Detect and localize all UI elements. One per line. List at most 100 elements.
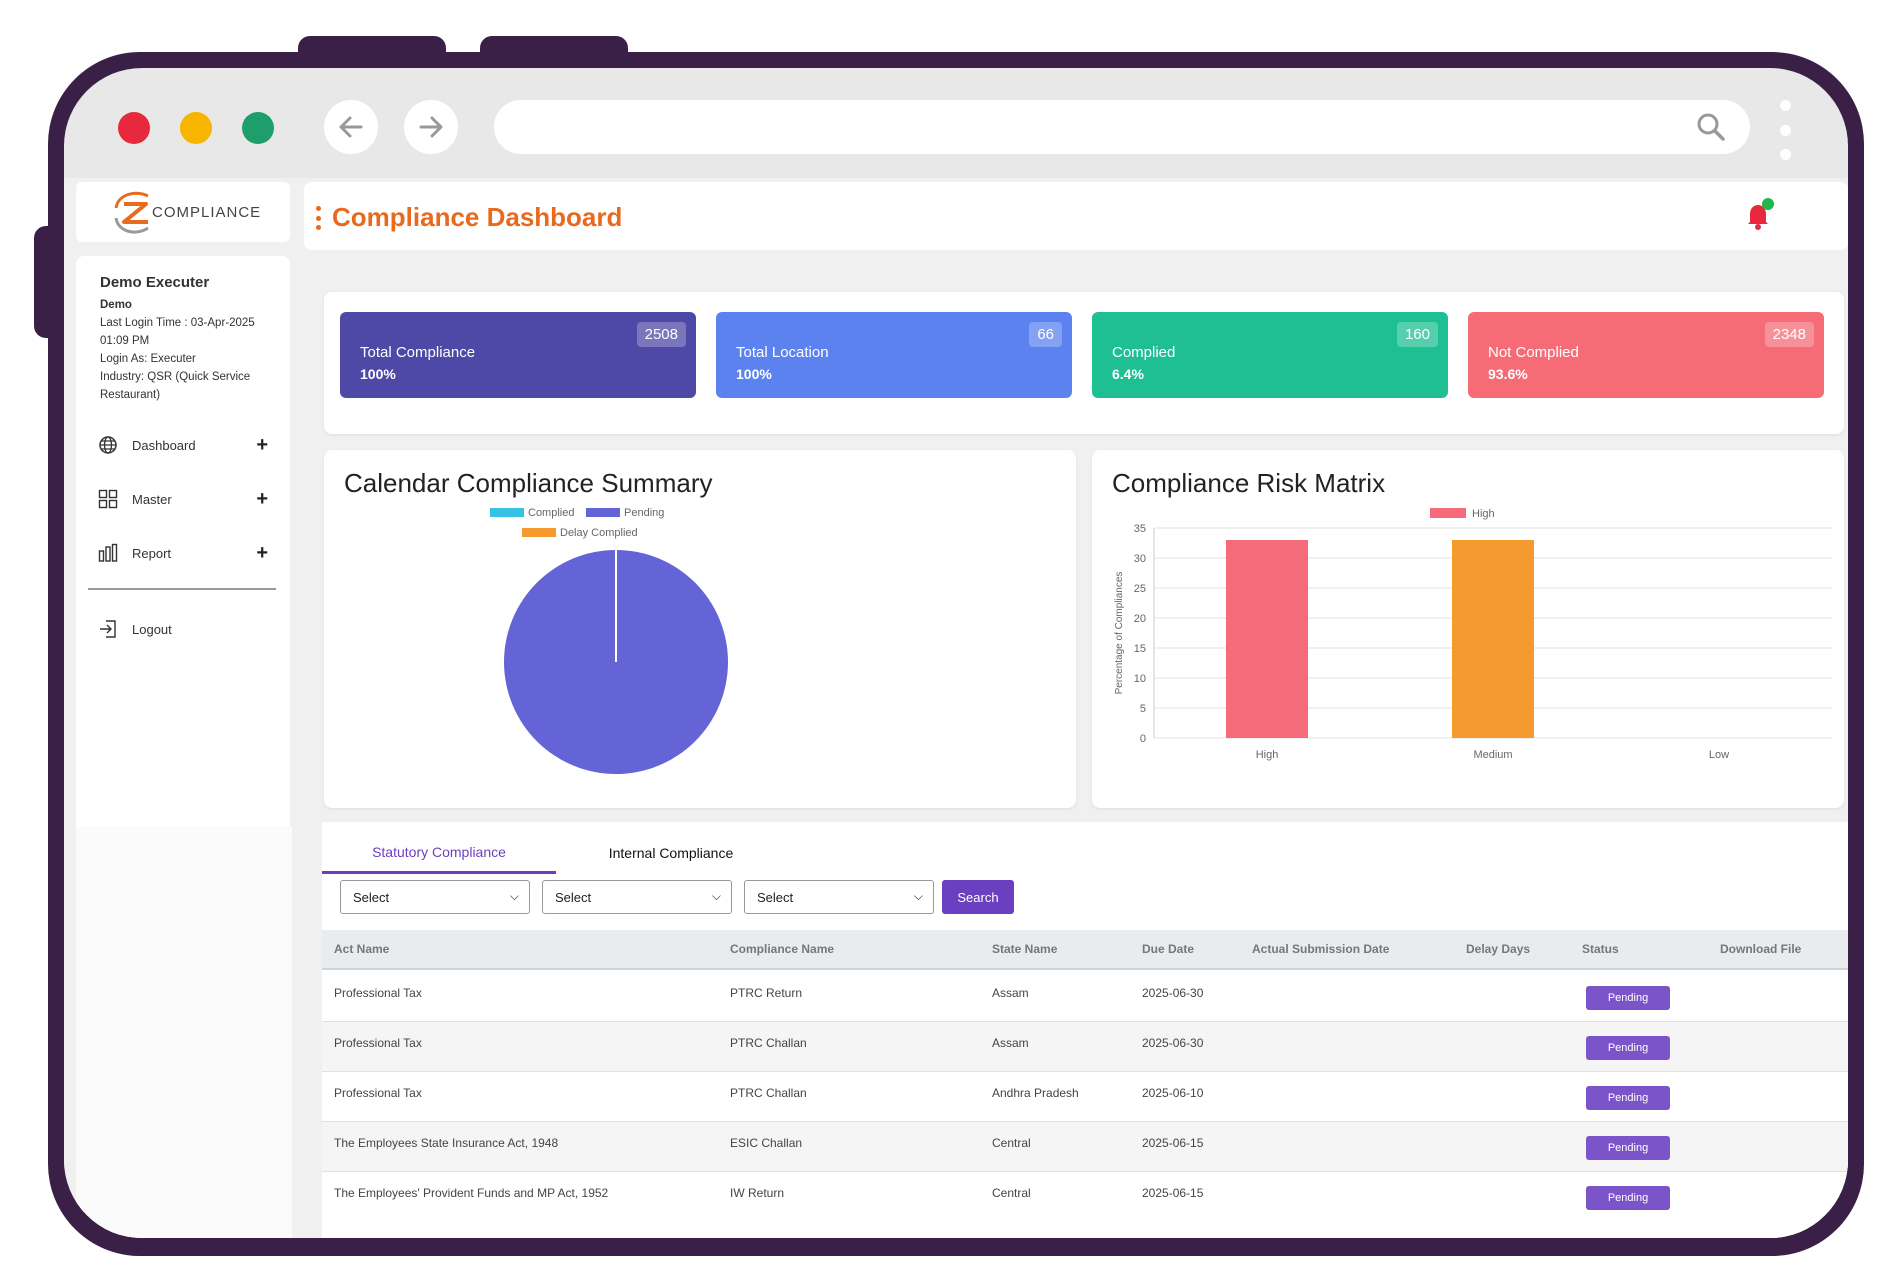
select-value: Select <box>555 889 592 905</box>
maximize-window-dot[interactable] <box>242 112 274 144</box>
column-header[interactable]: Due Date <box>1142 942 1195 956</box>
column-header[interactable]: Act Name <box>334 942 390 956</box>
app-viewport: COMPLIANCE Compliance Dashboard Demo Exe… <box>64 178 1848 1238</box>
legend-swatch[interactable] <box>586 508 620 517</box>
logout-link[interactable]: Logout <box>98 616 268 642</box>
grid-icon <box>98 489 118 509</box>
stat-count: 160 <box>1396 322 1438 347</box>
status-badge[interactable]: Pending <box>1586 1086 1670 1110</box>
y-tick-label: 0 <box>1140 733 1146 745</box>
sidebar-divider <box>88 588 276 590</box>
filter-select-2[interactable]: Select ⌵ <box>542 880 732 914</box>
search-icon[interactable] <box>1696 112 1726 142</box>
stat-total-location[interactable]: Total Location 100% 66 <box>716 312 1072 398</box>
industry: Industry: QSR (Quick Service Restaurant) <box>100 371 251 401</box>
logout-icon <box>100 620 116 638</box>
arrow-right-icon <box>419 116 443 138</box>
sidebar-item-label: Dashboard <box>132 437 196 453</box>
table-row[interactable]: The Employees' Provident Funds and MP Ac… <box>322 1172 1848 1222</box>
cell-state: Central <box>992 1186 1031 1200</box>
stat-count: 2348 <box>1764 322 1814 347</box>
cell-due-date: 2025-06-10 <box>1142 1086 1204 1100</box>
browser-window: COMPLIANCE Compliance Dashboard Demo Exe… <box>64 68 1848 1238</box>
menu-toggle-icon[interactable] <box>316 206 322 230</box>
column-header[interactable]: Delay Days <box>1466 942 1531 956</box>
sidebar-item-master[interactable]: Master + <box>98 486 268 512</box>
back-button[interactable] <box>324 100 378 154</box>
cell-state: Assam <box>992 1036 1029 1050</box>
filter-select-3[interactable]: Select ⌵ <box>744 880 934 914</box>
stat-complied[interactable]: Complied 6.4% 160 <box>1092 312 1448 398</box>
sidebar-item-dashboard[interactable]: Dashboard + <box>98 432 268 458</box>
expand-plus-icon[interactable]: + <box>256 541 268 564</box>
stats-panel: Total Compliance 100% 2508 Total Locatio… <box>324 292 1844 434</box>
stat-percent: 100% <box>360 366 396 382</box>
select-value: Select <box>757 889 794 905</box>
stat-percent: 100% <box>736 366 772 382</box>
column-header[interactable]: Compliance Name <box>730 942 835 956</box>
search-button[interactable]: Search <box>942 880 1014 914</box>
minimize-window-dot[interactable] <box>180 112 212 144</box>
filter-select-1[interactable]: Select ⌵ <box>340 880 530 914</box>
column-header[interactable]: Status <box>1582 942 1619 956</box>
cell-act: The Employees State Insurance Act, 1948 <box>334 1136 559 1150</box>
bar-high[interactable] <box>1226 540 1308 738</box>
notification-bell-icon[interactable] <box>1742 198 1776 232</box>
legend-label: Pending <box>624 507 664 519</box>
stat-not-complied[interactable]: Not Complied 93.6% 2348 <box>1468 312 1824 398</box>
status-badge[interactable]: Pending <box>1586 1136 1670 1160</box>
cell-compliance-name: PTRC Challan <box>730 1086 807 1100</box>
bar-medium[interactable] <box>1452 540 1534 738</box>
sidebar-item-report[interactable]: Report + <box>98 540 268 566</box>
sidebar-item-label: Report <box>132 545 172 561</box>
browser-menu-icon[interactable] <box>1779 100 1791 160</box>
stat-count: 2508 <box>636 322 686 347</box>
select-value: Select <box>353 889 390 905</box>
status-badge[interactable]: Pending <box>1586 986 1670 1010</box>
logout-label: Logout <box>132 621 172 637</box>
legend-swatch[interactable] <box>522 528 556 537</box>
cell-act: Professional Tax <box>334 1086 422 1100</box>
x-tick-label: Medium <box>1473 749 1512 761</box>
tab-statutory-compliance[interactable]: Statutory Compliance <box>322 832 556 874</box>
expand-plus-icon[interactable]: + <box>256 433 268 456</box>
close-window-dot[interactable] <box>118 112 150 144</box>
y-axis-label: Percentage of Compliances <box>1114 572 1125 695</box>
chevron-down-icon: ⌵ <box>913 889 923 903</box>
bar-chart-icon <box>98 543 118 562</box>
cell-state: Central <box>992 1136 1031 1150</box>
device-frame: COMPLIANCE Compliance Dashboard Demo Exe… <box>48 52 1864 1256</box>
stat-total-compliance[interactable]: Total Compliance 100% 2508 <box>340 312 696 398</box>
forward-button[interactable] <box>404 100 458 154</box>
table-row[interactable]: Professional Tax PTRC Challan Andhra Pra… <box>322 1072 1848 1122</box>
column-header[interactable]: Download File <box>1720 942 1802 956</box>
table-bottom-edge <box>322 1220 1848 1238</box>
x-tick-label: High <box>1256 749 1279 761</box>
tab-internal-compliance[interactable]: Internal Compliance <box>608 845 734 861</box>
cell-act: The Employees' Provident Funds and MP Ac… <box>334 1186 609 1200</box>
table-row[interactable]: The Employees State Insurance Act, 1948 … <box>322 1122 1848 1172</box>
legend-swatch[interactable] <box>1430 508 1466 518</box>
status-badge[interactable]: Pending <box>1586 1036 1670 1060</box>
chart-title: Compliance Risk Matrix <box>1112 468 1386 498</box>
logo[interactable]: COMPLIANCE <box>76 182 290 242</box>
cell-compliance-name: PTRC Return <box>730 986 803 1000</box>
cell-due-date: 2025-06-30 <box>1142 986 1204 1000</box>
page-title: Compliance Dashboard <box>332 202 623 232</box>
stat-title: Complied <box>1112 344 1176 361</box>
legend-swatch[interactable] <box>490 508 524 517</box>
status-badge[interactable]: Pending <box>1586 1186 1670 1210</box>
table-row[interactable]: Professional Tax PTRC Challan Assam 2025… <box>322 1022 1848 1072</box>
expand-plus-icon[interactable]: + <box>256 487 268 510</box>
logo-text: COMPLIANCE <box>152 203 262 221</box>
cell-due-date: 2025-06-15 <box>1142 1186 1204 1200</box>
y-tick-label: 10 <box>1134 673 1146 685</box>
address-bar[interactable] <box>494 100 1750 154</box>
cell-due-date: 2025-06-30 <box>1142 1036 1204 1050</box>
column-header[interactable]: State Name <box>992 942 1058 956</box>
table-row[interactable]: Professional Tax PTRC Return Assam 2025-… <box>322 972 1848 1022</box>
ez-logo-icon <box>114 191 149 234</box>
cell-compliance-name: ESIC Challan <box>730 1136 803 1150</box>
column-header[interactable]: Actual Submission Date <box>1252 942 1390 956</box>
calendar-summary-card: Calendar Compliance Summary Complied Pend… <box>324 450 1076 808</box>
